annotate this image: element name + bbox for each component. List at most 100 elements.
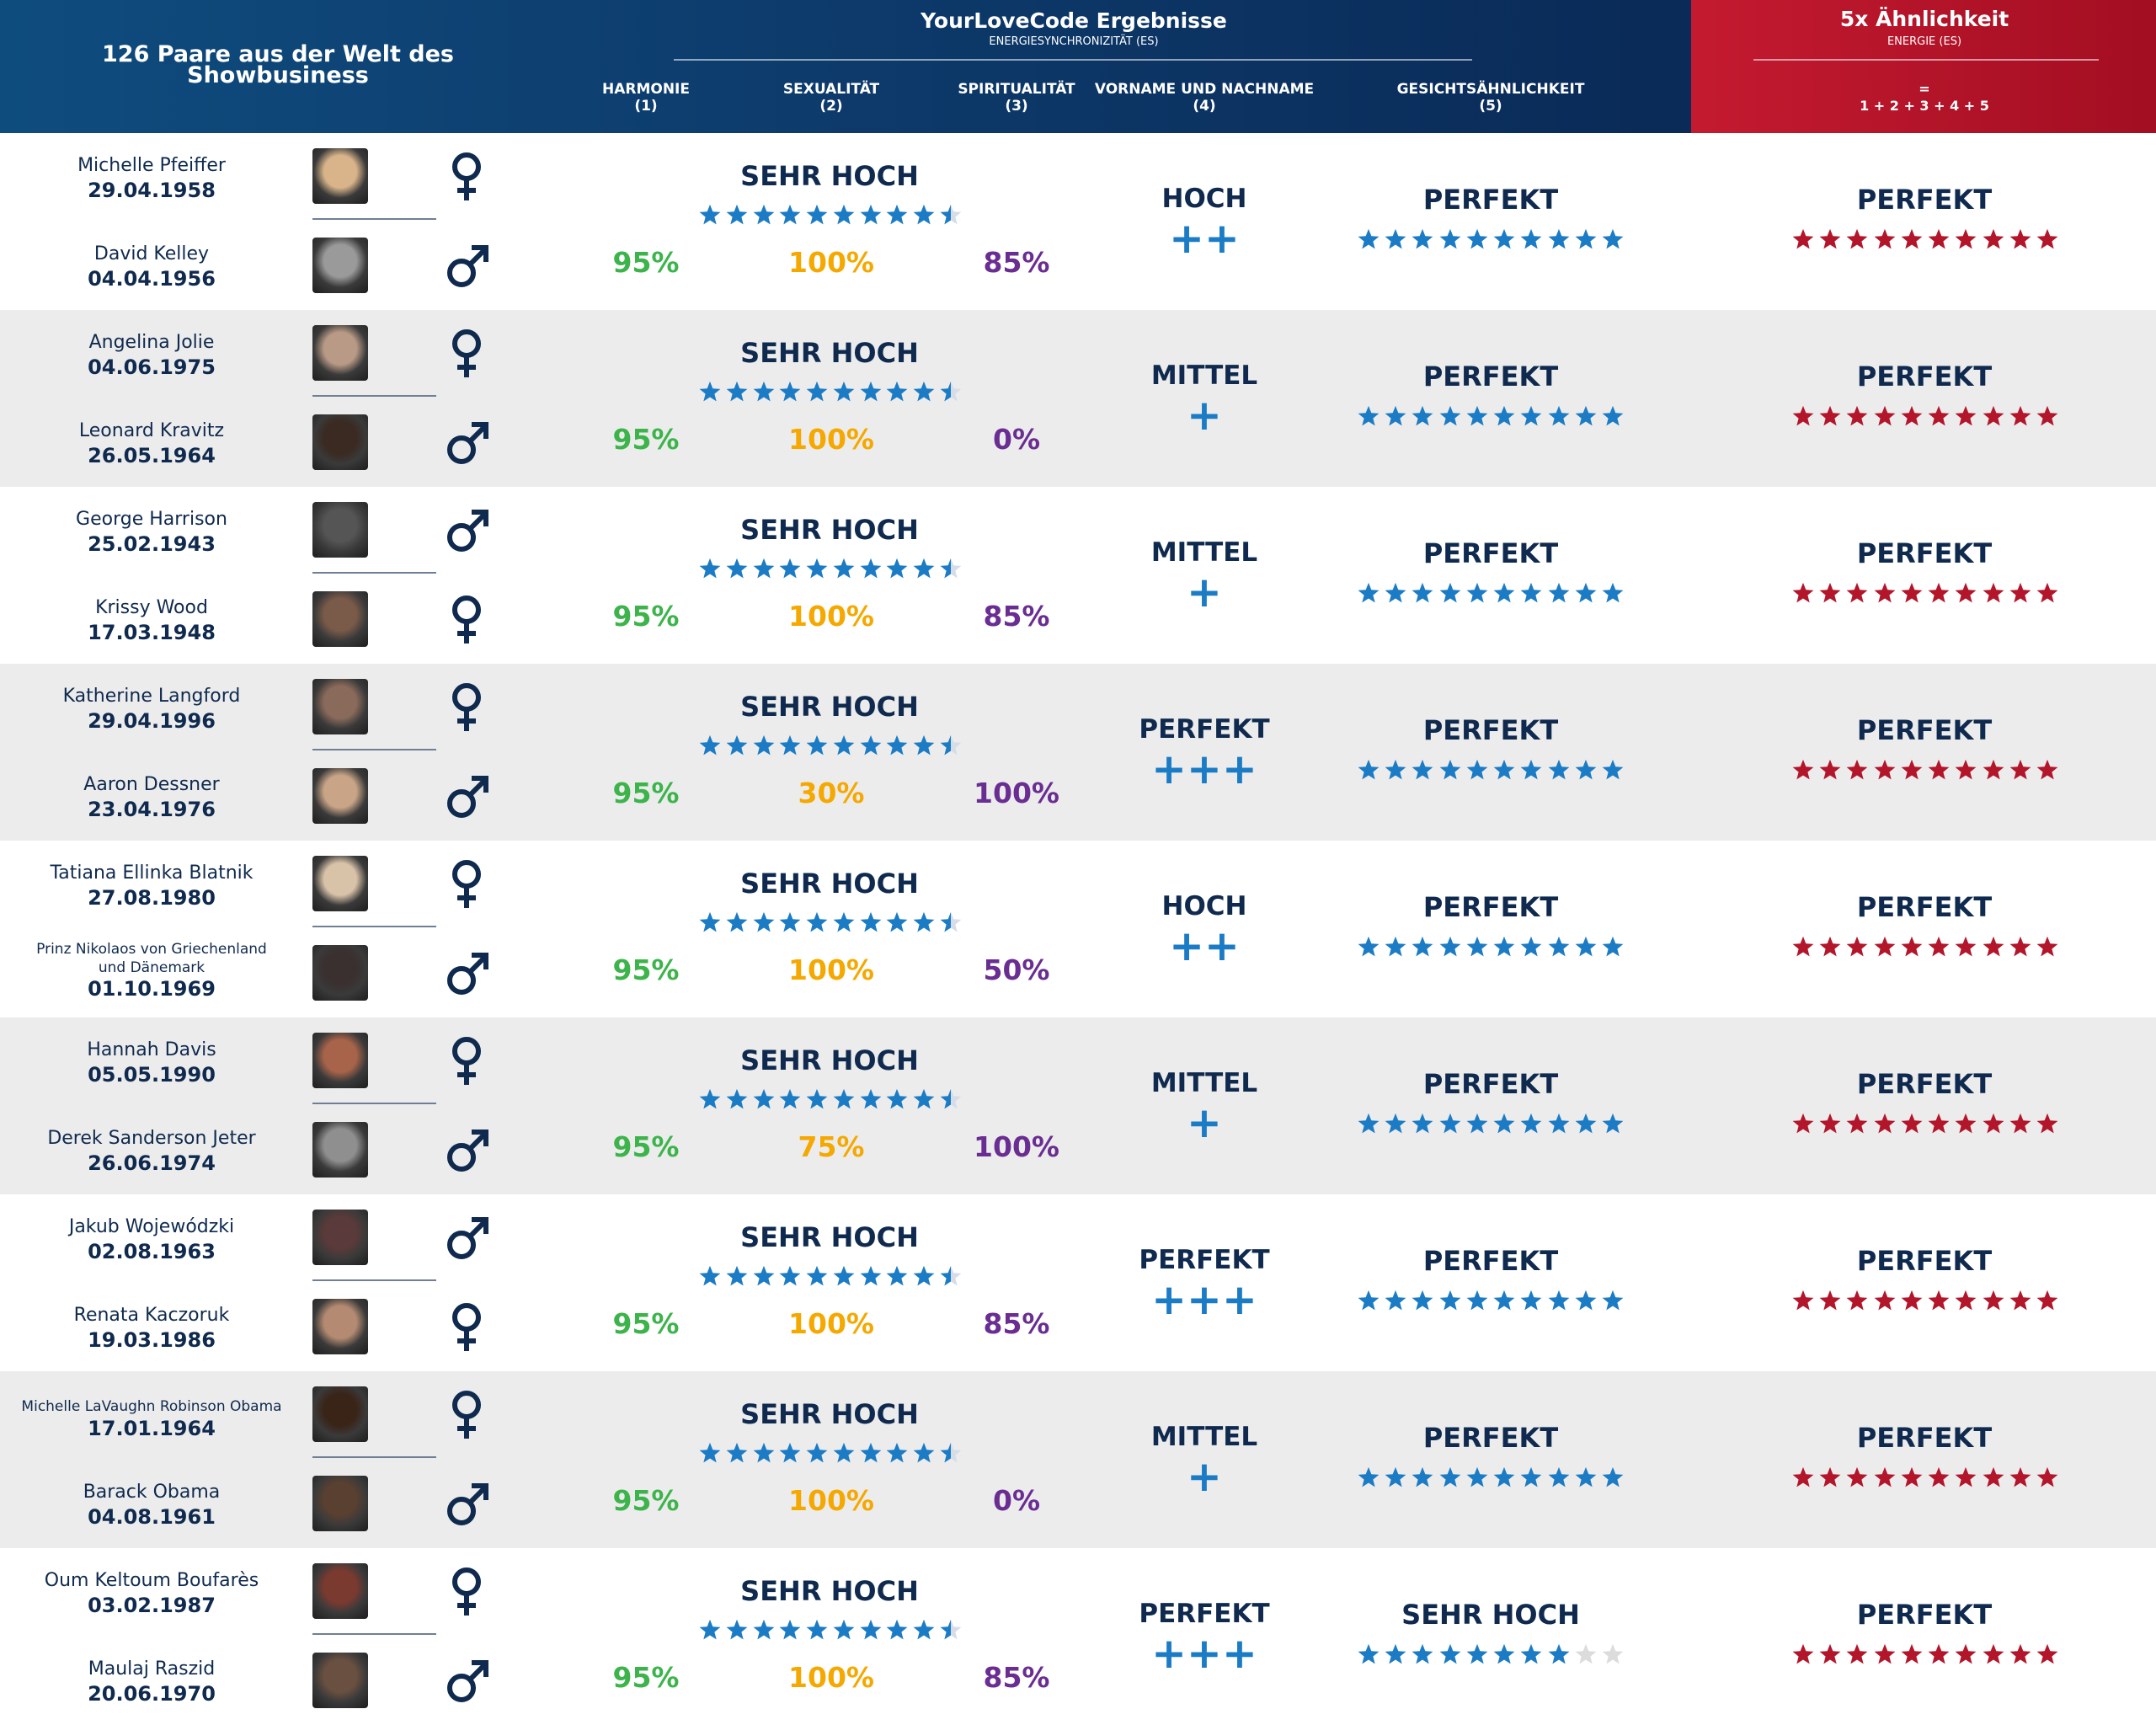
star-icon xyxy=(1847,582,1868,603)
star-icon xyxy=(1412,582,1433,603)
star-icon xyxy=(1819,759,1841,780)
star-icon xyxy=(1466,405,1488,426)
yourlovecode-title: YourLoveCode Ergebnisse xyxy=(921,8,1227,33)
star-icon xyxy=(779,734,801,756)
star-icon xyxy=(1874,936,1896,957)
star-icon xyxy=(806,1088,828,1109)
total-rating xyxy=(1792,1643,2058,1665)
avatar xyxy=(312,768,368,824)
name-similarity-label: PERFEKT xyxy=(1139,714,1270,745)
face-rating xyxy=(1358,405,1624,427)
star-icon xyxy=(833,1619,855,1640)
face-rating xyxy=(1358,228,1624,250)
star-icon xyxy=(753,911,774,932)
star-icon xyxy=(699,1088,721,1109)
star-icon xyxy=(2009,405,2031,426)
star-icon xyxy=(1792,1643,1814,1664)
avatar xyxy=(312,1210,368,1265)
harmonie-value: 95% xyxy=(612,953,680,986)
plus-rating: ++ xyxy=(1169,214,1240,263)
spiritualitaet-value: 85% xyxy=(983,246,1050,279)
face-similarity-label: PERFEKT xyxy=(1422,184,1559,216)
star-icon xyxy=(1439,405,1461,426)
male-symbol-icon xyxy=(447,1660,488,1702)
star-icon xyxy=(860,911,881,932)
avatar xyxy=(312,238,368,293)
star-icon xyxy=(1520,936,1542,957)
star-icon xyxy=(940,204,962,225)
sexualitaet-value: 30% xyxy=(798,777,865,809)
name-similarity-label: HOCH xyxy=(1161,891,1247,921)
star-icon xyxy=(726,1442,748,1463)
star-icon xyxy=(726,1619,748,1640)
es-rating xyxy=(699,1442,962,1464)
female-symbol-icon xyxy=(452,860,481,908)
total-label: PERFEKT xyxy=(1856,714,1993,746)
spiritualitaet-value: 100% xyxy=(974,1130,1059,1163)
es-label: SEHR HOCH xyxy=(740,514,919,546)
star-icon xyxy=(1575,1290,1597,1311)
harmonie-value: 95% xyxy=(612,600,680,633)
male-symbol-icon xyxy=(447,1483,488,1525)
star-icon xyxy=(913,734,935,756)
star-icon xyxy=(806,1619,828,1640)
star-icon xyxy=(1928,759,1950,780)
star-icon xyxy=(913,1265,935,1286)
star-icon xyxy=(2036,936,2058,957)
star-icon xyxy=(1493,936,1515,957)
person-name: Katherine Langford xyxy=(62,686,241,707)
name-similarity-label: MITTEL xyxy=(1150,1068,1258,1098)
birth-date: 17.03.1948 xyxy=(88,621,216,644)
total-rating xyxy=(1792,1113,2058,1135)
male-symbol-icon xyxy=(447,245,488,287)
star-icon xyxy=(1955,1466,1977,1487)
star-icon xyxy=(860,204,881,225)
star-icon xyxy=(1819,1643,1841,1664)
star-icon xyxy=(753,204,774,225)
birth-date: 04.08.1961 xyxy=(88,1505,216,1529)
star-icon xyxy=(940,911,962,932)
star-icon xyxy=(726,1088,748,1109)
star-icon xyxy=(726,911,748,932)
star-icon xyxy=(1819,1113,1841,1134)
name-similarity-label: PERFEKT xyxy=(1139,1599,1270,1629)
es-subtitle: ENERGIESYNCHRONIZITÄT (ES) xyxy=(989,35,1159,48)
star-icon xyxy=(1385,405,1406,426)
avatar xyxy=(312,1033,368,1088)
pair-divider xyxy=(312,218,436,220)
es-label: SEHR HOCH xyxy=(740,1398,919,1430)
star-icon xyxy=(1466,1290,1488,1311)
star-icon xyxy=(1874,1113,1896,1134)
star-icon xyxy=(1358,1466,1380,1487)
total-rating xyxy=(1792,759,2058,781)
star-icon xyxy=(860,1088,881,1109)
total-label: PERFEKT xyxy=(1856,1245,1993,1277)
birth-date: 19.03.1986 xyxy=(88,1328,216,1352)
pair-divider xyxy=(312,1633,436,1635)
plus-rating: + xyxy=(1187,568,1222,617)
plus-rating: +++ xyxy=(1151,1275,1257,1324)
star-icon xyxy=(1983,1466,2004,1487)
star-icon xyxy=(699,734,721,756)
table-row: Katherine Langford 29.04.1996 Aaron Dessne… xyxy=(0,664,2156,841)
birth-date: 23.04.1976 xyxy=(88,798,216,821)
es-label: SEHR HOCH xyxy=(740,1044,919,1076)
total-label: PERFEKT xyxy=(1856,184,1993,216)
star-icon xyxy=(779,1265,801,1286)
spiritualitaet-value: 0% xyxy=(992,1484,1041,1517)
sexualitaet-value: 100% xyxy=(788,1661,874,1694)
sexualitaet-value: 100% xyxy=(788,246,874,279)
star-icon xyxy=(699,1442,721,1463)
plus-rating: + xyxy=(1187,1098,1222,1147)
harmonie-value: 95% xyxy=(612,1307,680,1340)
spiritualitaet-value: 100% xyxy=(974,777,1059,809)
total-label: PERFEKT xyxy=(1856,891,1993,923)
star-icon xyxy=(1385,1113,1406,1134)
face-similarity-label: PERFEKT xyxy=(1422,1245,1559,1277)
star-icon xyxy=(1412,1466,1433,1487)
star-icon xyxy=(1520,228,1542,249)
total-rating xyxy=(1792,1290,2058,1311)
star-icon xyxy=(1901,1113,1923,1134)
star-icon xyxy=(2036,228,2058,249)
person-name: George Harrison xyxy=(76,509,227,530)
